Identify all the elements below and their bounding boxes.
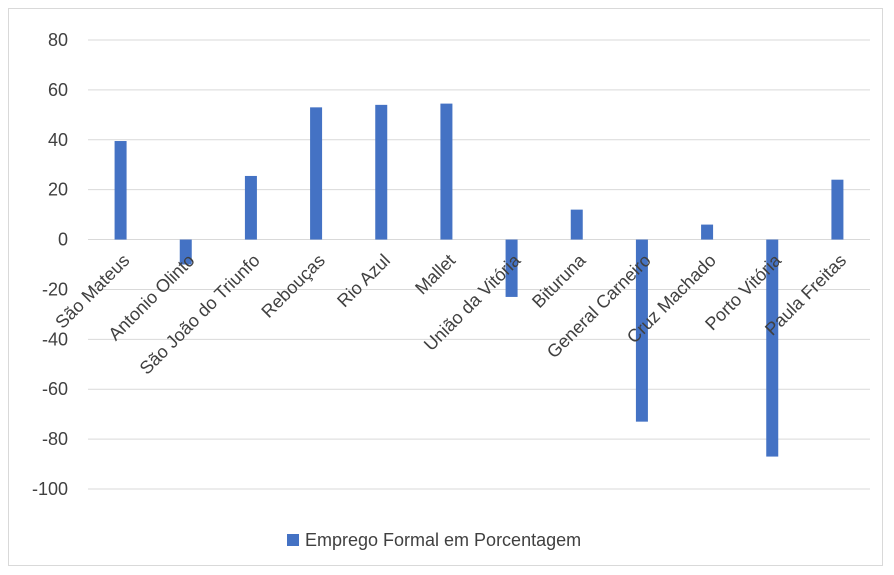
legend-swatch [287,534,299,546]
x-category-label: Bituruna [528,250,590,312]
bar [179,239,192,265]
bar [310,107,323,240]
y-tick-label: 0 [58,230,68,250]
bar [440,103,453,240]
y-tick-label: -60 [42,379,68,399]
bar [375,104,388,240]
x-category-label: Rio Azul [333,250,394,311]
x-category-label: Rebouças [257,250,328,321]
y-tick-label: -20 [42,279,68,299]
bar [114,141,127,240]
y-tick-label: 60 [48,80,68,100]
bar [570,209,583,240]
y-tick-label: -40 [42,329,68,349]
y-tick-label: 20 [48,180,68,200]
chart-frame [8,8,883,566]
bar [831,179,844,240]
y-tick-label: 80 [48,30,68,50]
y-tick-label: -80 [42,429,68,449]
x-category-label: Mallet [411,250,459,298]
bar [505,239,518,297]
legend-label: Emprego Formal em Porcentagem [305,530,581,550]
y-tick-label: -100 [32,479,68,499]
bar [244,175,257,240]
x-category-label: São João do Triunfo [136,250,264,378]
y-tick-label: 40 [48,130,68,150]
bar [701,224,714,240]
bar [635,239,648,422]
bar [766,239,779,457]
